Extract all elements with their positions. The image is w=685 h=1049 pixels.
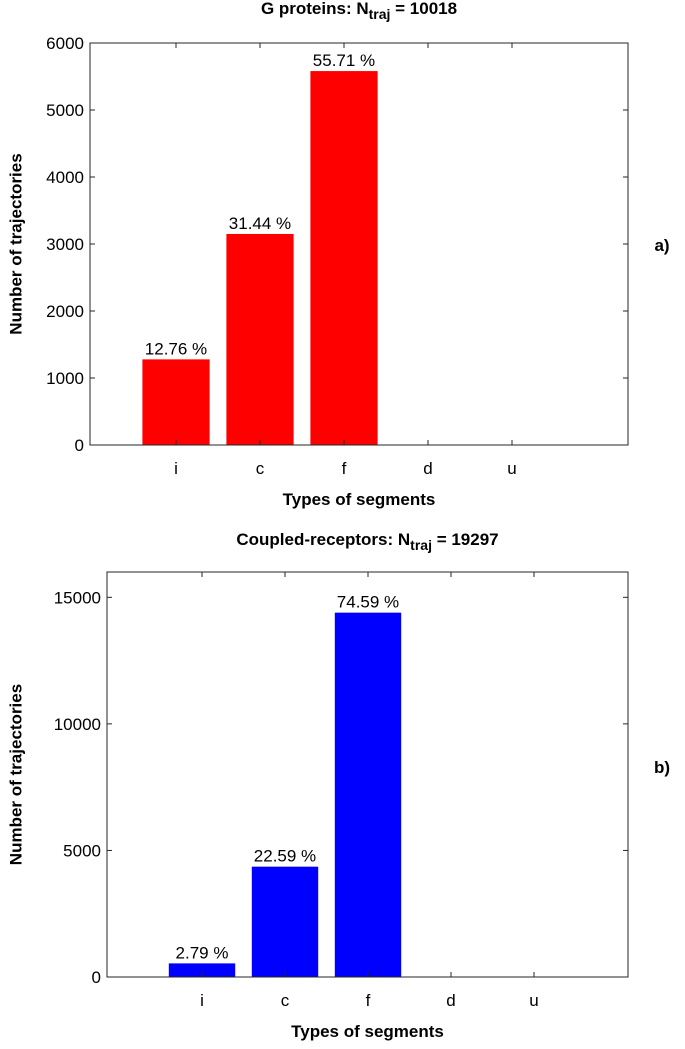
y-tick-label: 4000 — [46, 168, 84, 187]
bar-annotation: 22.59 % — [254, 847, 316, 866]
bar-annotation: 31.44 % — [229, 214, 291, 233]
axes-box — [106, 571, 629, 978]
y-axis-label: Number of trajectories — [6, 684, 25, 865]
x-tick-label: f — [366, 991, 371, 1010]
x-tick-label: d — [423, 459, 432, 478]
title-part: = 10018 — [390, 0, 457, 18]
x-axis-label: Types of segments — [291, 1022, 444, 1041]
y-tick-label: 1000 — [46, 369, 84, 388]
bar — [251, 866, 319, 977]
bar-annotation: 2.79 % — [176, 943, 229, 962]
x-tick-label: f — [342, 459, 347, 478]
y-tick-label: 0 — [92, 968, 101, 987]
y-tick-label: 10000 — [54, 715, 101, 734]
bar — [310, 71, 378, 445]
bar-annotation: 74.59 % — [337, 593, 399, 612]
bar — [142, 359, 210, 445]
bar — [226, 233, 294, 445]
bar — [168, 963, 236, 977]
title-part: G proteins: N — [261, 0, 369, 18]
x-tick-label: u — [507, 459, 516, 478]
y-tick-label: 6000 — [46, 34, 84, 53]
x-tick-label: i — [174, 459, 178, 478]
chart-title: Coupled-receptors: Ntraj = 19297 — [236, 530, 498, 553]
bar — [334, 612, 402, 977]
y-tick-label: 0 — [75, 436, 84, 455]
bar-annotation: 12.76 % — [145, 339, 207, 358]
x-axis-label: Types of segments — [283, 490, 436, 509]
panel-label: a) — [654, 236, 669, 255]
title-part: traj — [410, 537, 432, 553]
bar-annotation: 55.71 % — [313, 51, 375, 70]
y-tick-label: 5000 — [46, 101, 84, 120]
y-axis-label: Number of trajectories — [6, 153, 25, 334]
x-tick-label: c — [281, 991, 290, 1010]
y-tick-label: 15000 — [54, 588, 101, 607]
y-tick-label: 2000 — [46, 302, 84, 321]
y-tick-label: 5000 — [63, 841, 101, 860]
title-part: Coupled-receptors: N — [236, 530, 410, 549]
chart-title: G proteins: Ntraj = 10018 — [261, 0, 457, 22]
x-tick-label: u — [529, 991, 538, 1010]
title-part: traj — [369, 6, 391, 22]
y-tick-label: 3000 — [46, 235, 84, 254]
title-part: = 19297 — [432, 530, 499, 549]
x-tick-label: c — [256, 459, 265, 478]
x-tick-label: i — [200, 991, 204, 1010]
x-tick-label: d — [446, 991, 455, 1010]
axes-box — [89, 42, 629, 446]
panel-label: b) — [654, 758, 670, 777]
